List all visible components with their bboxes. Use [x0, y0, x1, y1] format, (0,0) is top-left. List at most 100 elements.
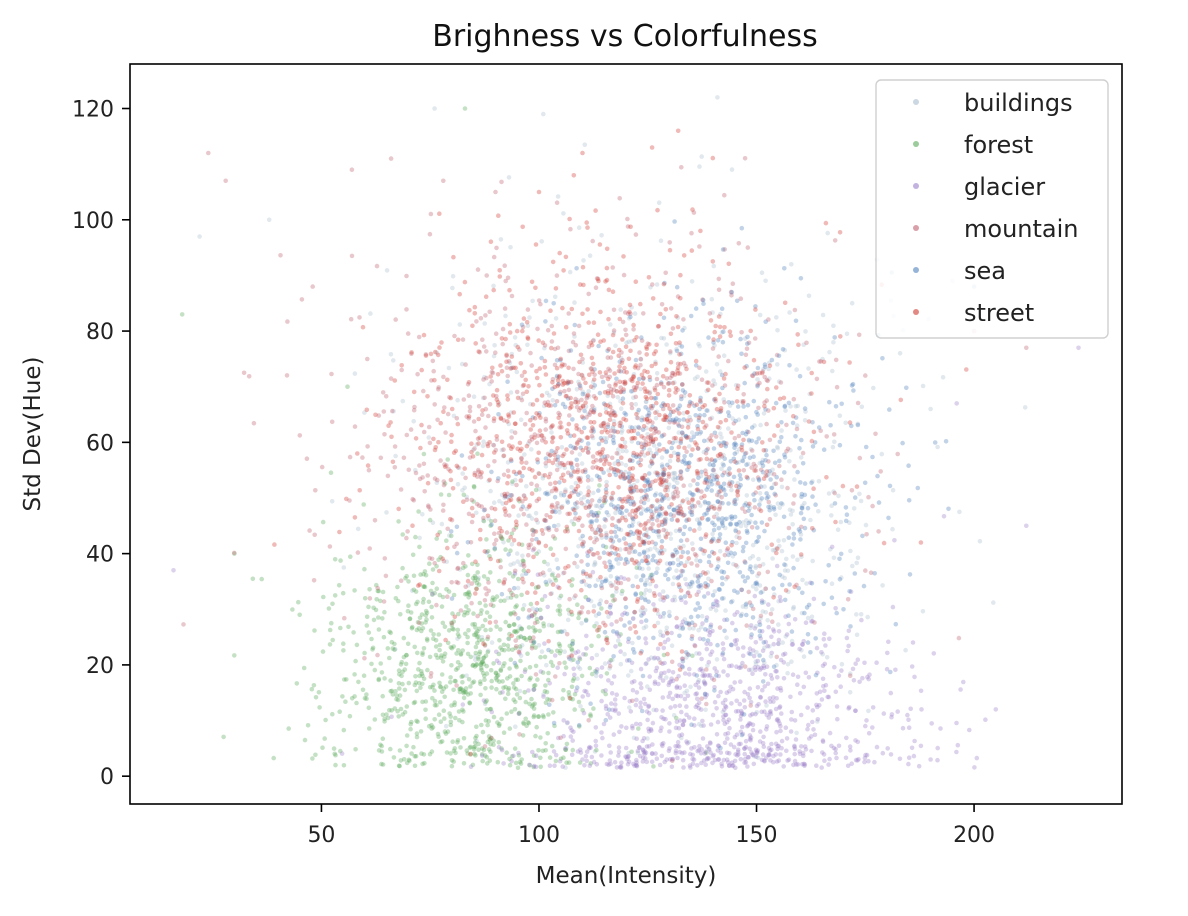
point	[471, 747, 477, 752]
point	[618, 575, 624, 580]
point	[478, 472, 483, 477]
point	[663, 480, 669, 485]
point	[1076, 345, 1081, 351]
point	[579, 500, 584, 506]
point	[697, 526, 702, 531]
point	[555, 608, 561, 613]
point	[803, 329, 808, 334]
point	[900, 725, 906, 731]
point	[714, 492, 720, 498]
point	[689, 746, 694, 751]
point	[584, 582, 589, 587]
point	[795, 469, 800, 475]
point	[621, 379, 626, 385]
point	[638, 356, 644, 362]
point	[622, 410, 627, 416]
point	[620, 337, 625, 342]
point	[545, 696, 550, 702]
point	[889, 712, 895, 717]
point	[659, 715, 664, 720]
point	[632, 560, 637, 566]
point	[410, 523, 415, 528]
point	[402, 709, 408, 715]
point	[508, 245, 513, 250]
point	[615, 507, 621, 512]
point	[633, 402, 639, 407]
point	[271, 755, 277, 761]
point	[587, 412, 592, 418]
point	[459, 453, 465, 458]
point	[454, 550, 460, 556]
point	[766, 504, 771, 510]
point	[562, 362, 567, 368]
point	[625, 756, 630, 762]
point	[597, 477, 603, 483]
point	[497, 578, 502, 584]
point	[476, 582, 482, 587]
point	[714, 657, 720, 662]
point	[716, 556, 721, 561]
point	[767, 710, 773, 715]
point	[511, 685, 517, 690]
point	[711, 467, 717, 473]
point	[827, 730, 833, 736]
point	[875, 473, 880, 479]
point	[710, 259, 716, 264]
point	[776, 758, 782, 763]
point	[396, 668, 402, 673]
point	[532, 416, 538, 421]
point	[668, 417, 673, 423]
point	[654, 756, 660, 761]
point	[620, 499, 625, 504]
point	[833, 357, 839, 363]
point	[611, 654, 616, 659]
point	[730, 281, 736, 287]
point	[502, 495, 507, 501]
point	[629, 544, 635, 550]
point	[482, 321, 488, 326]
point	[369, 661, 374, 667]
point	[657, 762, 663, 768]
point	[532, 432, 538, 437]
point	[731, 456, 737, 462]
point	[419, 628, 424, 634]
point	[437, 642, 443, 648]
point	[439, 672, 445, 677]
point	[627, 479, 633, 484]
point	[756, 534, 762, 540]
point	[518, 448, 523, 454]
point	[567, 695, 573, 701]
point	[603, 457, 608, 462]
point	[458, 745, 463, 750]
point	[508, 410, 514, 415]
point	[814, 702, 819, 708]
point	[589, 477, 594, 483]
point	[474, 724, 479, 730]
point	[887, 483, 893, 489]
point	[709, 482, 715, 487]
point	[378, 661, 384, 666]
point	[672, 418, 678, 423]
point	[832, 664, 837, 670]
point	[505, 373, 511, 379]
point	[486, 580, 491, 585]
point	[603, 487, 609, 492]
point	[642, 522, 648, 527]
point	[505, 595, 511, 601]
point	[876, 529, 881, 534]
point	[651, 453, 657, 459]
point	[571, 433, 577, 438]
point	[703, 450, 709, 456]
point	[673, 715, 679, 721]
point	[529, 704, 535, 709]
point	[786, 400, 792, 406]
point	[382, 556, 388, 561]
point	[594, 670, 599, 675]
point	[651, 707, 656, 713]
point	[700, 736, 706, 741]
point	[607, 663, 613, 669]
point	[830, 368, 835, 374]
point	[646, 599, 651, 604]
point	[675, 294, 681, 299]
point	[643, 624, 649, 629]
